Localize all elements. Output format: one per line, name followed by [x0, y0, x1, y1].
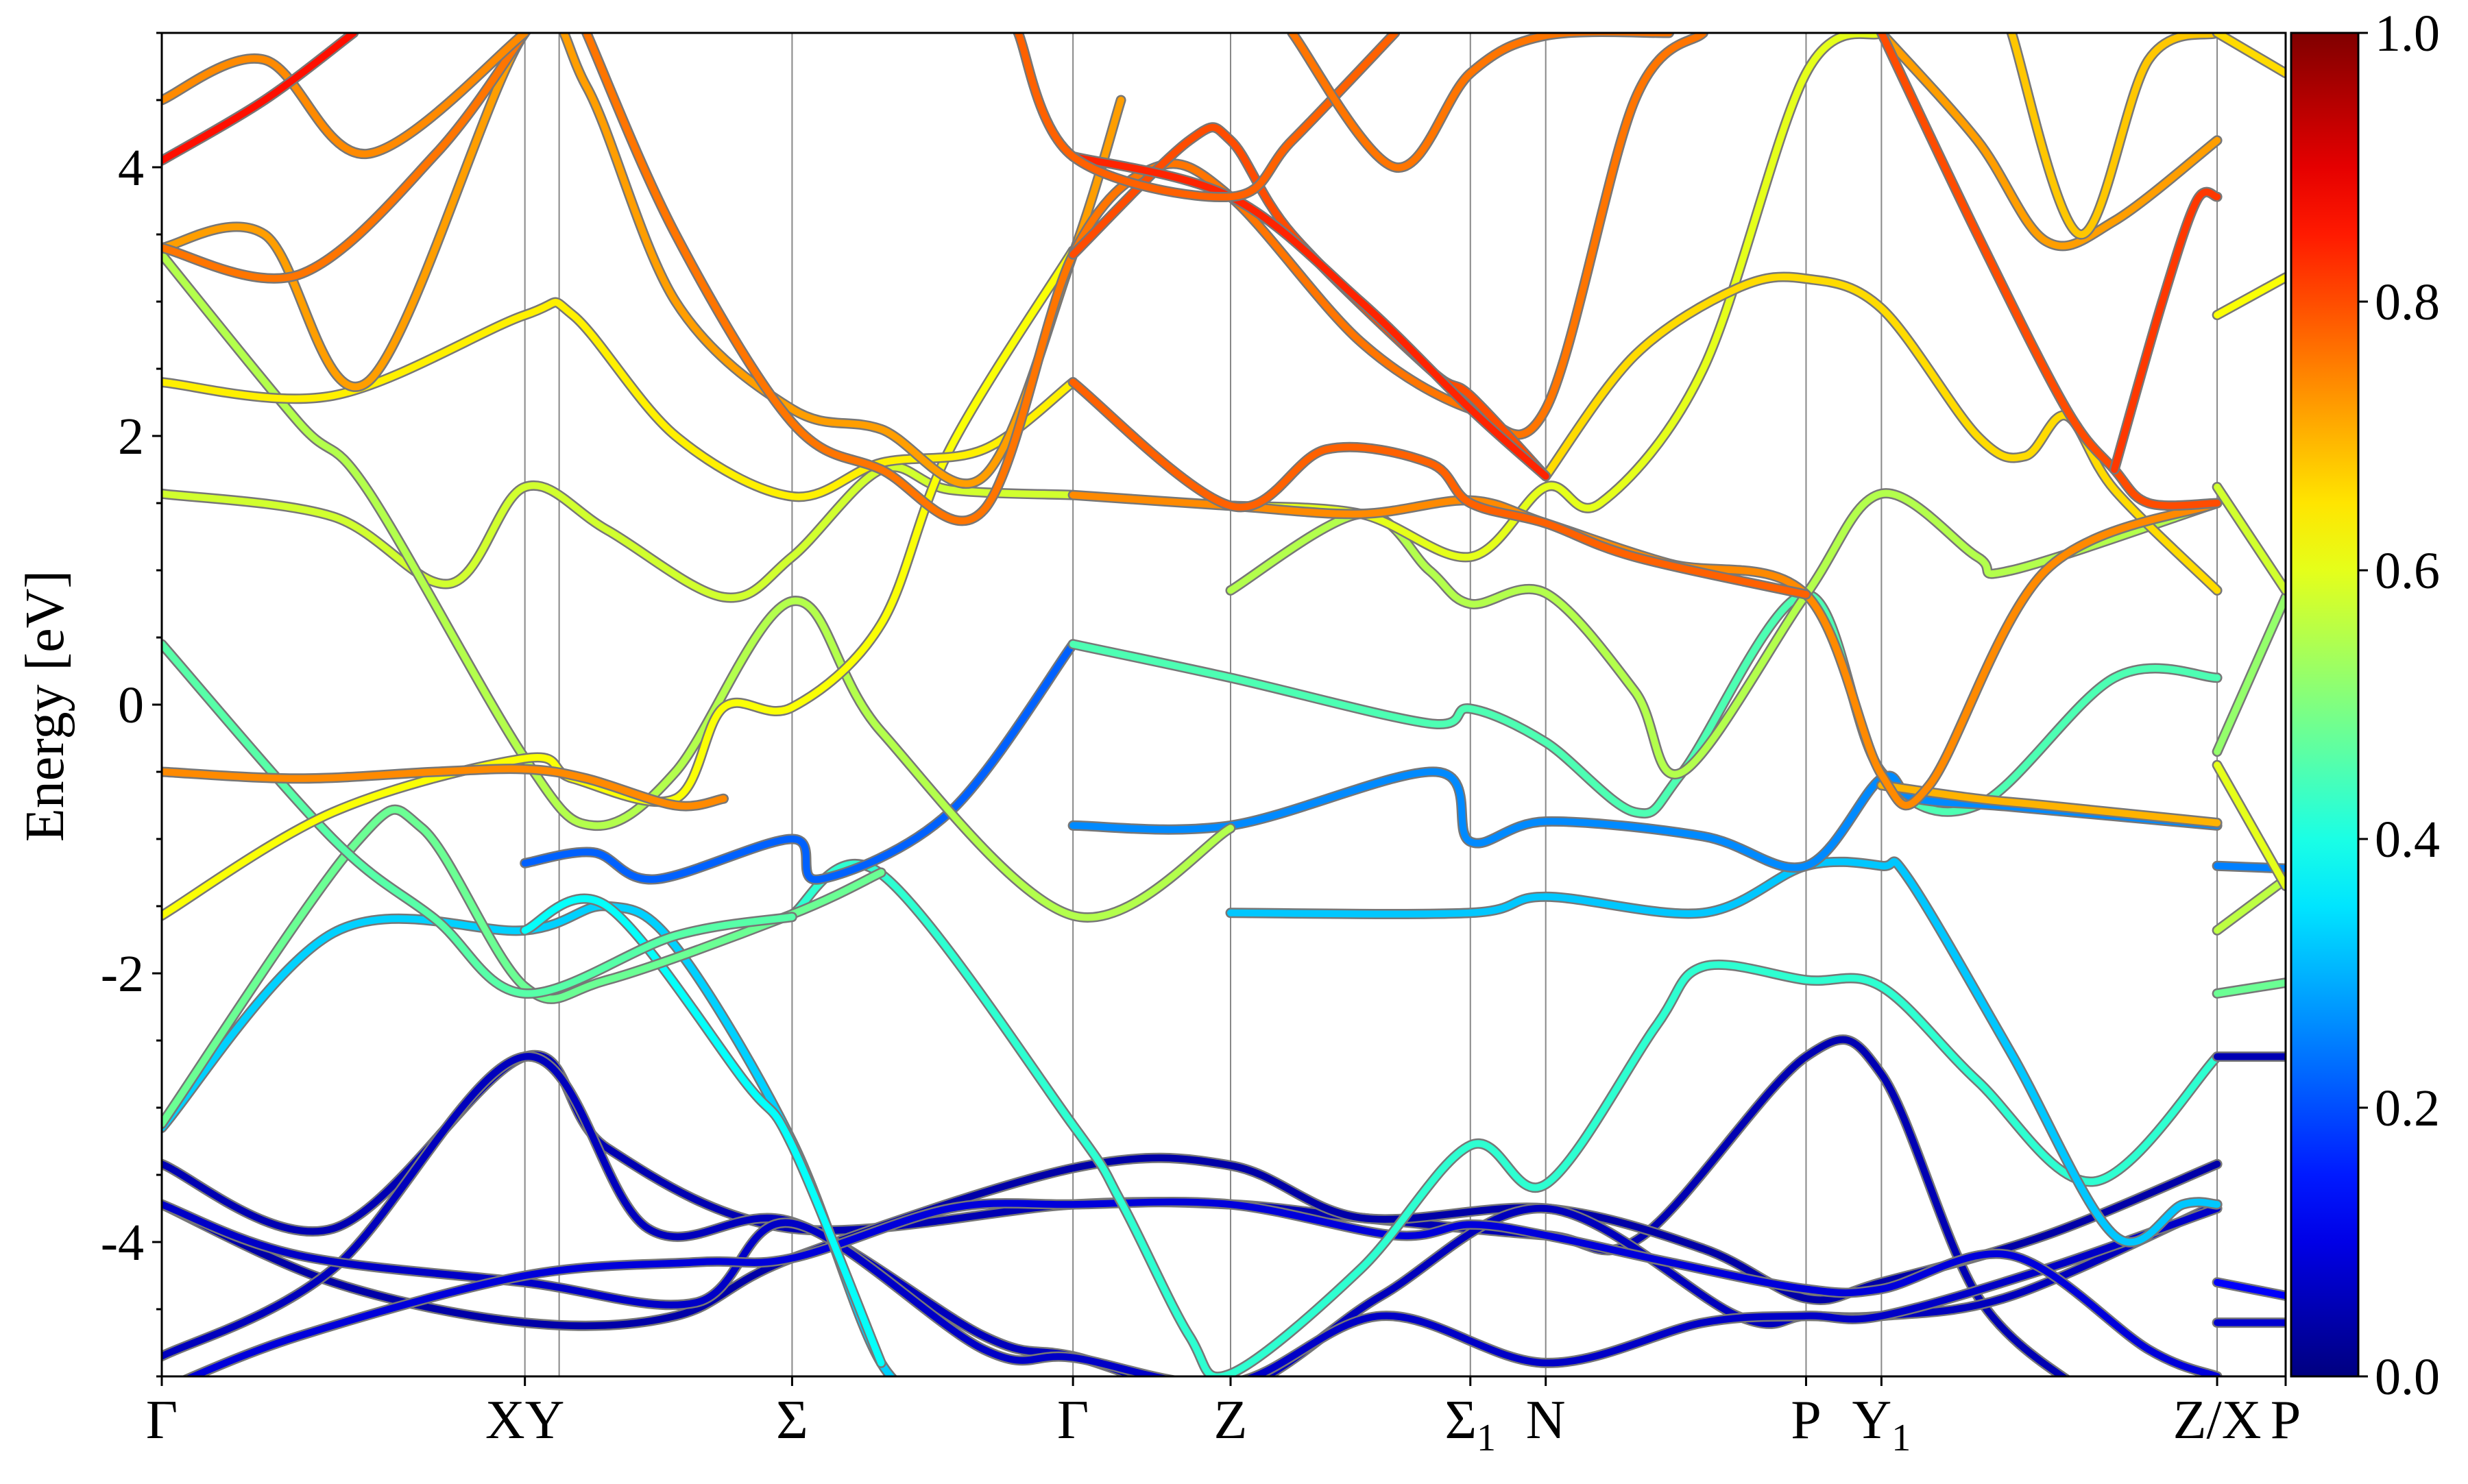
band-line [162, 33, 529, 158]
band-line [1015, 33, 1399, 201]
band-line [2214, 1278, 2286, 1300]
y-tick-label: 2 [118, 408, 144, 465]
band-line [162, 33, 1125, 487]
band-line [162, 765, 727, 810]
band-line [1288, 33, 1673, 171]
band-outline [162, 1152, 2223, 1331]
band-line [2214, 273, 2286, 319]
band-line [583, 33, 1707, 524]
band-line [2214, 33, 2286, 77]
y-axis-label: Energy [eV] [15, 570, 75, 842]
band-line [162, 33, 529, 282]
x-tick-label: Σ1 [1444, 1390, 1496, 1459]
band-line [2214, 483, 2286, 594]
colorbar-tick-label: 0.2 [2375, 1080, 2440, 1137]
band-line [2214, 875, 2286, 934]
band-line [1069, 123, 1549, 480]
band-outline [162, 1034, 2072, 1376]
colorbar-tick-label: 1.0 [2375, 5, 2440, 62]
colorbar-tick-label: 0.0 [2375, 1348, 2440, 1406]
x-tick-label: XY [485, 1390, 565, 1450]
band-lines [162, 33, 2286, 1376]
band-line [162, 640, 796, 997]
band-line [2008, 33, 2221, 238]
y-tick-label: 4 [118, 139, 144, 197]
x-tick-label: N [1526, 1390, 1566, 1450]
band-line [521, 640, 1077, 884]
band-line [184, 1198, 2221, 1376]
band-line [1878, 33, 2221, 509]
x-tick-label: P [1791, 1390, 1822, 1450]
band-outline [162, 33, 1126, 489]
band-line [2214, 979, 2286, 997]
colorbar [2290, 32, 2360, 1378]
band-line [162, 1036, 2068, 1376]
x-tick-label: P [2271, 1390, 2301, 1450]
band-line [1227, 489, 2221, 778]
band-line [1878, 33, 2221, 250]
x-tick-label: Z [1214, 1390, 1248, 1450]
band-line [162, 463, 1077, 601]
band-outline [2006, 33, 2223, 240]
band-line [1542, 273, 2221, 594]
band-outline [1225, 33, 1887, 563]
x-tick-label: Z/X [2173, 1390, 2262, 1450]
y-axis-ticks: -4 -2 0 2 4 [101, 32, 162, 1378]
colorbar-ticks: 0.0 0.2 0.4 0.6 0.8 1.0 [2358, 5, 2440, 1406]
band-outline [1225, 856, 2223, 1248]
colorbar-tick-label: 0.4 [2375, 811, 2440, 868]
band-line [162, 247, 1077, 919]
band-line [1069, 378, 1810, 598]
band-outline [1287, 33, 1675, 173]
band-outline [180, 1197, 2223, 1376]
band-outline [1067, 489, 2223, 811]
y-tick-label: -2 [101, 945, 144, 1003]
band-line [1069, 153, 1549, 480]
band-outline [162, 639, 797, 999]
x-tick-label: Y1 [1852, 1390, 1911, 1459]
x-tick-label: Γ [146, 1390, 178, 1450]
y-tick-label: -4 [101, 1214, 144, 1272]
x-tick-label: Γ [1057, 1390, 1089, 1450]
band-line [162, 1154, 2221, 1330]
k-point-lines [524, 33, 2218, 1376]
band-line [521, 895, 885, 1367]
colorbar-tick-label: 0.6 [2375, 542, 2440, 600]
x-tick-label: Σ [776, 1390, 808, 1450]
colorbar-tick-label: 0.8 [2375, 273, 2440, 331]
band-outline [1067, 151, 1551, 482]
band-outline [1067, 377, 1811, 600]
band-outline [162, 33, 531, 159]
band-line [2214, 594, 2286, 755]
band-outline [162, 1199, 2223, 1376]
band-line [1227, 857, 2221, 1246]
band-line [162, 806, 885, 1128]
band-line [2111, 188, 2221, 473]
x-axis-ticks: Γ XY Σ Γ Z Σ1 N P Y1 Z/X P [146, 1376, 2301, 1459]
band-line [2214, 762, 2286, 890]
band-line [1069, 768, 2221, 871]
band-line [1227, 33, 1885, 561]
band-line [162, 33, 357, 165]
band-outline [2109, 186, 2223, 475]
y-tick-label: 0 [118, 677, 144, 734]
band-line [1069, 491, 2221, 809]
band-line [162, 1201, 2221, 1376]
band-line [788, 860, 2221, 1376]
band-outline [1225, 488, 2223, 779]
